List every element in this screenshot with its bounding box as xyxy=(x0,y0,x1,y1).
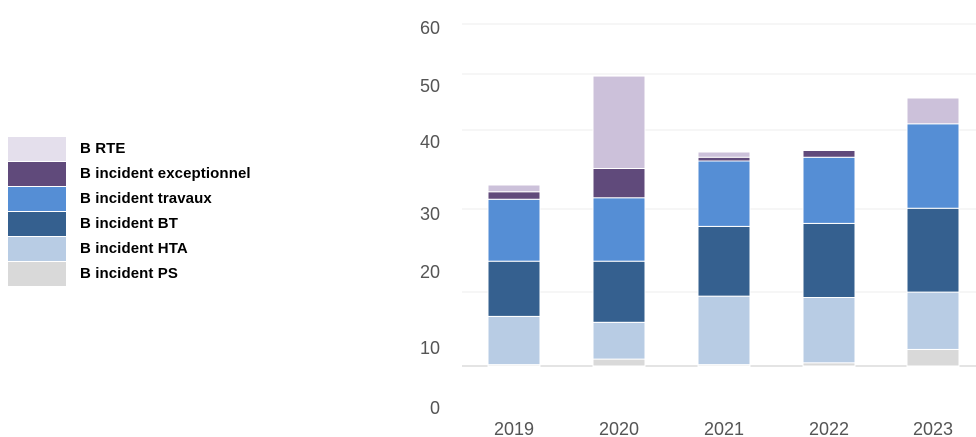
bar-segment xyxy=(697,156,751,162)
legend-item-b-incident-bt: B incident BT xyxy=(8,211,251,236)
x-tick-label: 2022 xyxy=(809,419,849,437)
y-tick-label: 30 xyxy=(420,204,440,224)
bar-segment xyxy=(592,358,646,367)
legend-label-b-rte: B RTE xyxy=(80,140,126,157)
bar-segment xyxy=(487,184,541,193)
y-tick-label: 40 xyxy=(420,132,440,152)
x-tick-label: 2019 xyxy=(494,419,534,437)
legend-swatch-b-incident-bt xyxy=(8,211,66,236)
legend-label-b-incident-bt: B incident BT xyxy=(80,215,178,232)
legend-swatch-b-incident-travaux xyxy=(8,186,66,211)
x-tick-label: 2023 xyxy=(913,419,953,437)
bar-segment xyxy=(697,295,751,366)
bar-segment xyxy=(906,97,960,125)
y-tick-label: 60 xyxy=(420,18,440,38)
bar-segment xyxy=(487,315,541,366)
legend-swatch-b-rte xyxy=(8,136,66,161)
legend-label-b-incident-hta: B incident HTA xyxy=(80,240,188,257)
legend-item-b-incident-ps: B incident PS xyxy=(8,261,251,286)
legend-label-b-incident-exceptionnel: B incident exceptionnel xyxy=(80,165,251,182)
bar-segment xyxy=(906,123,960,209)
legend-item-b-incident-travaux: B incident travaux xyxy=(8,186,251,211)
y-tick-label: 10 xyxy=(420,338,440,358)
bar-segment xyxy=(802,297,856,364)
bar-segment xyxy=(906,207,960,293)
x-tick-label: 2020 xyxy=(599,419,639,437)
bar-segment xyxy=(906,291,960,350)
legend-item-b-rte: B RTE xyxy=(8,136,251,161)
bar-segment xyxy=(802,156,856,224)
bar-segment xyxy=(592,75,646,169)
legend: B RTE B incident exceptionnel B incident… xyxy=(8,136,251,286)
bar-segment xyxy=(487,191,541,200)
bar-segment xyxy=(906,348,960,367)
legend-item-b-incident-exceptionnel: B incident exceptionnel xyxy=(8,161,251,186)
bar-segment xyxy=(697,151,751,158)
y-tick-label: 20 xyxy=(420,262,440,282)
bar-segment xyxy=(802,150,856,158)
legend-swatch-b-incident-ps xyxy=(8,261,66,286)
y-tick-label: 0 xyxy=(430,398,440,418)
bar-segment xyxy=(697,225,751,297)
bar-segment xyxy=(802,222,856,298)
legend-swatch-b-incident-hta xyxy=(8,236,66,261)
legend-item-b-incident-hta: B incident HTA xyxy=(8,236,251,261)
bar-segment xyxy=(487,198,541,262)
x-tick-label: 2021 xyxy=(704,419,744,437)
bar-segment xyxy=(592,168,646,199)
y-tick-label: 50 xyxy=(420,76,440,96)
legend-label-b-incident-travaux: B incident travaux xyxy=(80,190,212,207)
bar-segment xyxy=(592,197,646,262)
legend-label-b-incident-ps: B incident PS xyxy=(80,265,178,282)
bar-segment xyxy=(487,260,541,317)
bar-segment xyxy=(592,260,646,323)
legend-swatch-b-incident-exceptionnel xyxy=(8,161,66,186)
bar-segment xyxy=(592,321,646,360)
bar-segment xyxy=(697,160,751,227)
